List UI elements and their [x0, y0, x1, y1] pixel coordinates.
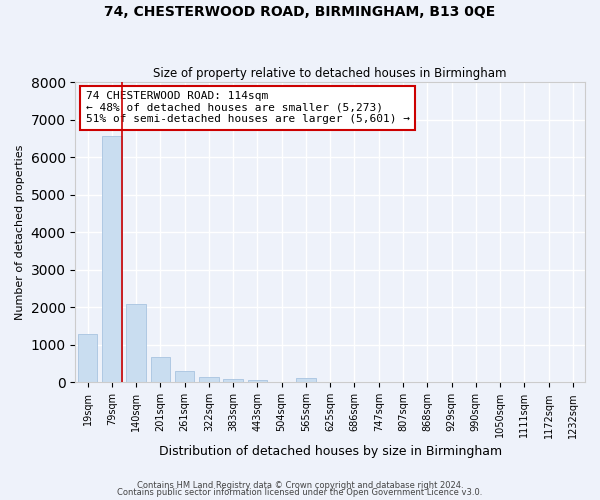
Bar	[223, 379, 243, 382]
X-axis label: Distribution of detached houses by size in Birmingham: Distribution of detached houses by size …	[158, 444, 502, 458]
Bar	[175, 372, 194, 382]
Bar	[151, 357, 170, 382]
Bar	[248, 380, 267, 382]
Bar	[78, 334, 97, 382]
Y-axis label: Number of detached properties: Number of detached properties	[15, 144, 25, 320]
Text: 74 CHESTERWOOD ROAD: 114sqm
← 48% of detached houses are smaller (5,273)
51% of : 74 CHESTERWOOD ROAD: 114sqm ← 48% of det…	[86, 91, 410, 124]
Text: Contains public sector information licensed under the Open Government Licence v3: Contains public sector information licen…	[118, 488, 482, 497]
Text: Contains HM Land Registry data © Crown copyright and database right 2024.: Contains HM Land Registry data © Crown c…	[137, 480, 463, 490]
Title: Size of property relative to detached houses in Birmingham: Size of property relative to detached ho…	[154, 66, 507, 80]
Bar	[199, 378, 218, 382]
Text: 74, CHESTERWOOD ROAD, BIRMINGHAM, B13 0QE: 74, CHESTERWOOD ROAD, BIRMINGHAM, B13 0Q…	[104, 5, 496, 19]
Bar	[127, 304, 146, 382]
Bar	[102, 136, 122, 382]
Bar	[296, 378, 316, 382]
